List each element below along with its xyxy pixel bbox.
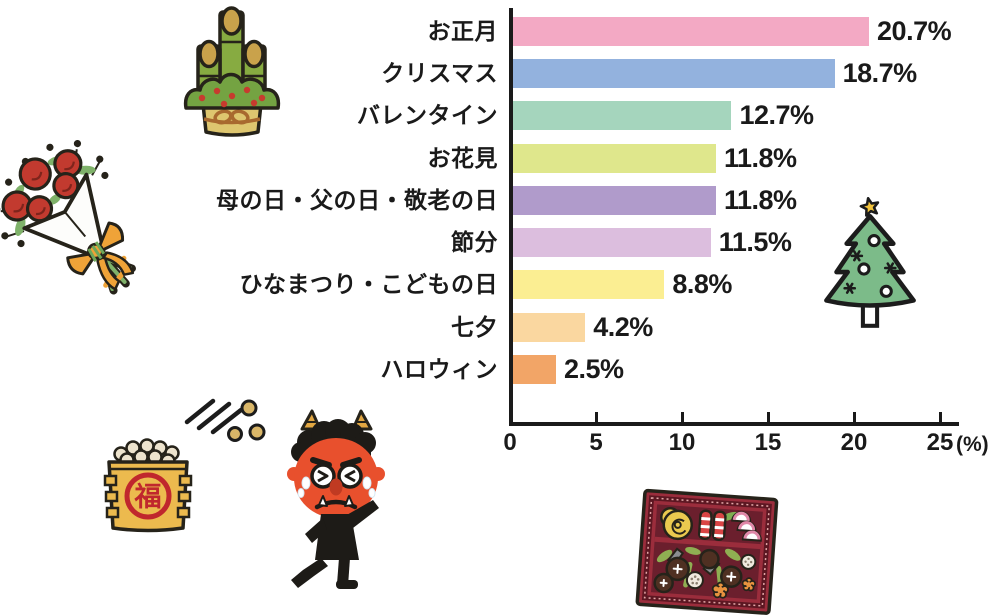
category-label: 七夕 bbox=[451, 313, 498, 340]
bar bbox=[513, 355, 556, 385]
chart-row: 母の日・父の日・敬老の日 11.8% bbox=[0, 179, 1000, 221]
value-label: 11.8% bbox=[723, 184, 797, 215]
value-label: 8.8% bbox=[672, 269, 732, 300]
x-tick-label: 10 bbox=[668, 429, 696, 456]
bar bbox=[513, 228, 711, 258]
category-label: 節分 bbox=[451, 229, 498, 256]
category-label: クリスマス bbox=[381, 59, 498, 86]
chart-row: お花見 11.8% bbox=[0, 137, 1000, 179]
kadomatsu-icon bbox=[183, 6, 281, 137]
value-label: 2.5% bbox=[564, 354, 624, 385]
axis-unit-label: (%) bbox=[956, 433, 989, 456]
x-tick-mark bbox=[594, 412, 598, 422]
x-tick-mark bbox=[680, 412, 684, 422]
chart-row: ひなまつり・こどもの日 8.8% bbox=[0, 264, 1000, 306]
category-label: お花見 bbox=[427, 144, 498, 171]
x-tick-label: 15 bbox=[754, 429, 782, 456]
category-label: 母の日・父の日・敬老の日 bbox=[216, 186, 498, 213]
chart-row: ハロウィン 2.5% bbox=[0, 348, 1000, 390]
chart-row: お正月 20.7% bbox=[0, 10, 1000, 52]
bar bbox=[513, 312, 586, 342]
bouquet-icon bbox=[0, 140, 136, 295]
x-tick-mark bbox=[766, 412, 770, 422]
masu-bean-box-icon: 福 bbox=[103, 438, 193, 533]
bar bbox=[513, 185, 716, 215]
x-tick-label: 5 bbox=[589, 429, 603, 456]
bar bbox=[513, 58, 835, 88]
flying-beans-icon bbox=[184, 398, 266, 442]
christmas-tree-icon bbox=[824, 196, 916, 328]
osechi-box-icon bbox=[635, 488, 779, 615]
chart-row: バレンタイン 12.7% bbox=[0, 95, 1000, 137]
bar bbox=[513, 143, 716, 173]
category-label: お正月 bbox=[427, 17, 498, 44]
x-tick-label: 20 bbox=[840, 429, 868, 456]
value-label: 4.2% bbox=[593, 311, 653, 342]
bar bbox=[513, 270, 665, 300]
x-tick-mark bbox=[938, 412, 942, 422]
x-axis-line bbox=[509, 422, 959, 426]
bar-rows: お正月 20.7% クリスマス 18.7% バレンタイン 12.7% お花見 11.8% 母の日… bbox=[0, 10, 1000, 391]
bar bbox=[513, 16, 870, 46]
bar bbox=[513, 101, 732, 131]
chart-row: 七夕 4.2% bbox=[0, 306, 1000, 348]
chart-row: クリスマス 18.7% bbox=[0, 52, 1000, 94]
chart-row: 節分 11.5% bbox=[0, 221, 1000, 263]
value-label: 11.5% bbox=[718, 227, 792, 258]
category-label: ひなまつり・こどもの日 bbox=[239, 271, 498, 298]
category-label: バレンタイン bbox=[357, 102, 498, 129]
value-label: 18.7% bbox=[842, 57, 918, 88]
x-tick-label: 25 bbox=[926, 429, 954, 456]
fuku-kanji: 福 bbox=[134, 482, 162, 512]
value-label: 20.7% bbox=[877, 15, 952, 46]
category-label: ハロウィン bbox=[380, 356, 498, 383]
x-tick-mark bbox=[852, 412, 856, 422]
value-label: 12.7% bbox=[739, 100, 814, 131]
y-axis-line bbox=[509, 8, 513, 425]
value-label: 11.8% bbox=[723, 142, 797, 173]
oni-icon bbox=[287, 409, 385, 589]
x-tick-label: 0 bbox=[503, 429, 517, 456]
